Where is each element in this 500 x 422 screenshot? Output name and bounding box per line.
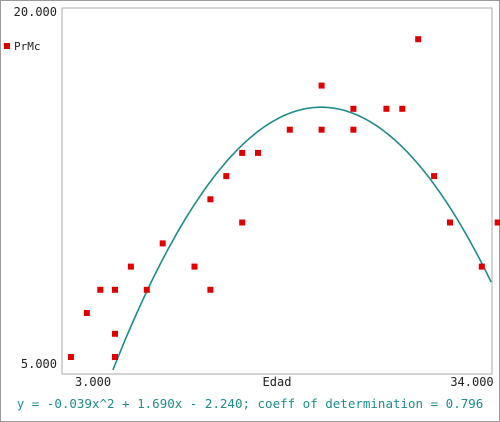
- data-point: [286, 126, 293, 133]
- data-point: [447, 219, 453, 226]
- data-point: [207, 196, 214, 203]
- data-point: [350, 126, 357, 133]
- data-point: [318, 82, 325, 89]
- x-tick-label-max: 34.000: [450, 375, 493, 389]
- data-point: [127, 263, 134, 270]
- data-point: [223, 173, 230, 180]
- data-point: [97, 286, 104, 293]
- data-point: [159, 240, 166, 247]
- data-point: [415, 36, 422, 43]
- legend-label: PrMc: [14, 40, 41, 53]
- data-point: [478, 263, 485, 270]
- y-tick-label-max: 20.000: [14, 5, 57, 19]
- data-point: [191, 263, 198, 270]
- regression-equation: y = -0.039x^2 + 1.690x - 2.240; coeff of…: [17, 396, 484, 411]
- data-point: [143, 286, 150, 293]
- data-point: [207, 286, 214, 293]
- data-points: [68, 36, 500, 360]
- data-point: [112, 330, 118, 337]
- data-point: [494, 219, 500, 226]
- data-point: [399, 105, 406, 112]
- data-point: [239, 219, 246, 226]
- data-point: [350, 105, 357, 112]
- data-point: [83, 310, 90, 316]
- plot-area: [61, 7, 493, 375]
- data-point: [431, 173, 438, 180]
- data-point: [112, 286, 118, 293]
- legend-marker: [4, 43, 10, 49]
- data-point: [383, 105, 390, 112]
- y-tick-label-min: 5.000: [21, 357, 57, 371]
- x-tick-label-min: 3.000: [75, 375, 111, 389]
- fit-curve: [112, 106, 492, 371]
- data-point: [255, 149, 261, 156]
- data-point: [318, 126, 325, 133]
- x-axis-title: Edad: [263, 375, 292, 389]
- data-point: [112, 354, 118, 360]
- data-point: [68, 354, 74, 360]
- data-point: [239, 149, 246, 156]
